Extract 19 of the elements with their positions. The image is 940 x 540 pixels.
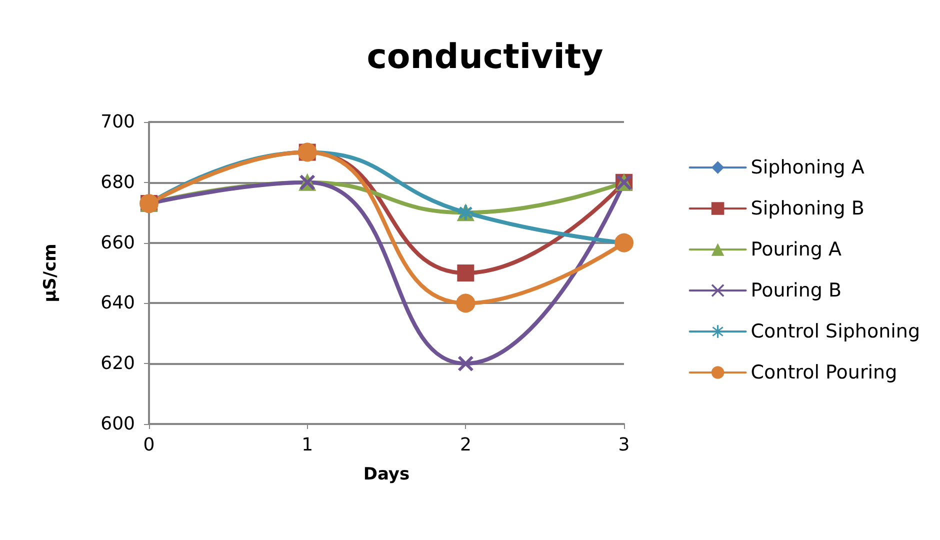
legend-label: Siphoning A: [750, 156, 864, 178]
x-tick-label: 1: [302, 434, 314, 456]
legend-label: Siphoning B: [750, 198, 864, 220]
x-tick-label: 2: [460, 434, 472, 456]
y-tick-label: 700: [100, 112, 135, 132]
legend-label: Control Siphoning: [750, 320, 920, 342]
legend-label: Pouring A: [750, 238, 842, 260]
x-tick-label: 3: [618, 434, 630, 456]
y-tick-label: 660: [100, 232, 135, 254]
y-tick-label: 620: [100, 353, 135, 374]
y-tick-label: 600: [100, 414, 135, 434]
y-tick-label: 640: [100, 292, 135, 314]
legend-label: Pouring B: [750, 280, 842, 302]
x-axis-title: Days: [363, 464, 410, 484]
y-tick-label: 680: [100, 172, 135, 193]
y-axis-title: µS/cm: [40, 244, 60, 302]
legend-label: Control Pouring: [750, 362, 898, 384]
chart-title: conductivity: [366, 37, 604, 77]
x-tick-label: 0: [143, 434, 155, 456]
